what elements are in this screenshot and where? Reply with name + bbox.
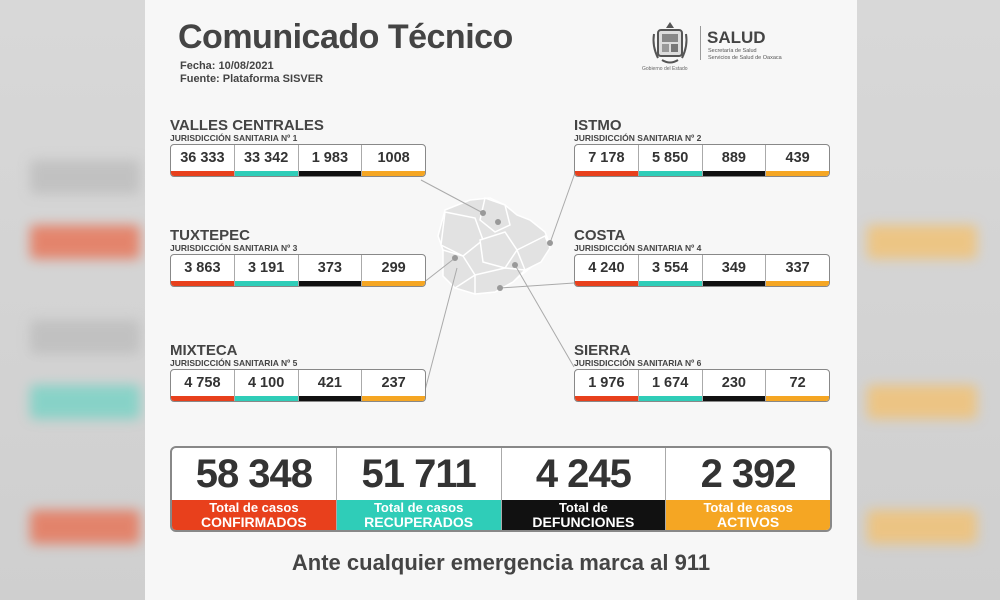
activos-value: 439: [766, 145, 829, 176]
region-jurisdiction: JURISDICCIÓN SANITARIA Nº 3: [170, 243, 298, 253]
region-istmo: ISTMO JURISDICCIÓN SANITARIA Nº 2 7 178 …: [574, 118, 830, 177]
region-sierra: SIERRA JURISDICCIÓN SANITARIA Nº 6 1 976…: [574, 343, 830, 402]
confirmados-value: 7 178: [575, 145, 639, 176]
region-jurisdiction: JURISDICCIÓN SANITARIA Nº 4: [574, 243, 702, 253]
region-jurisdiction: JURISDICCIÓN SANITARIA Nº 2: [574, 133, 702, 143]
defunciones-value: 1 983: [298, 145, 363, 176]
activos-value: 72: [766, 370, 829, 401]
total-defunciones: 4 245 Total de DEFUNCIONES: [501, 448, 667, 530]
activos-value: 237: [362, 370, 425, 401]
salud-logo-text: SALUD: [707, 28, 766, 47]
region-name: COSTA: [574, 227, 626, 244]
confirmados-value: 3 863: [171, 255, 235, 286]
total-value: 58 348: [195, 451, 313, 496]
government-caption: Gobierno del Estado: [642, 66, 688, 72]
total-label: Total de casos CONFIRMADOS: [172, 500, 336, 530]
recuperados-value: 3 191: [234, 255, 299, 286]
total-recuperados: 51 711 Total de casos RECUPERADOS: [336, 448, 502, 530]
region-name: VALLES CENTRALES: [170, 117, 324, 134]
total-label: Total de casos RECUPERADOS: [336, 500, 501, 530]
confirmados-value: 1 976: [575, 370, 639, 401]
region-valles-centrales: VALLES CENTRALES JURISDICCIÓN SANITARIA …: [170, 118, 426, 177]
region-mixteca: MIXTECA JURISDICCIÓN SANITARIA Nº 5 4 75…: [170, 343, 426, 402]
report-date: Fecha: 10/08/2021: [180, 60, 274, 72]
region-name: MIXTECA: [170, 342, 238, 359]
region-costa: COSTA JURISDICCIÓN SANITARIA Nº 4 4 240 …: [574, 228, 830, 287]
blurred-background-left: [0, 0, 145, 600]
activos-value: 299: [362, 255, 425, 286]
recuperados-value: 5 850: [638, 145, 703, 176]
region-name: SIERRA: [574, 342, 631, 359]
report-source: Fuente: Plataforma SISVER: [180, 73, 324, 85]
defunciones-value: 349: [702, 255, 767, 286]
total-value: 2 392: [700, 451, 797, 496]
recuperados-value: 3 554: [638, 255, 703, 286]
blurred-background-right: [857, 0, 1000, 600]
total-label: Total de DEFUNCIONES: [501, 500, 666, 530]
confirmados-value: 4 240: [575, 255, 639, 286]
region-jurisdiction: JURISDICCIÓN SANITARIA Nº 1: [170, 133, 298, 143]
total-confirmados: 58 348 Total de casos CONFIRMADOS: [172, 448, 337, 530]
defunciones-value: 421: [298, 370, 363, 401]
total-value: 4 245: [535, 451, 632, 496]
oaxaca-region-map: [420, 169, 577, 399]
confirmados-value: 36 333: [171, 145, 235, 176]
total-value: 51 711: [361, 451, 477, 496]
recuperados-value: 33 342: [234, 145, 299, 176]
emergency-footer: Ante cualquier emergencia marca al 911: [291, 550, 711, 575]
activos-value: 337: [766, 255, 829, 286]
state-coat-of-arms-icon: [652, 22, 688, 64]
logo-divider: [700, 26, 701, 60]
salud-subtitle: Secretaría de Salud Servicios de Salud d…: [708, 48, 782, 61]
region-tuxtepec: TUXTEPEC JURISDICCIÓN SANITARIA Nº 3 3 8…: [170, 228, 426, 287]
region-name: TUXTEPEC: [170, 227, 251, 244]
recuperados-value: 1 674: [638, 370, 703, 401]
region-jurisdiction: JURISDICCIÓN SANITARIA Nº 5: [170, 358, 298, 368]
state-totals: 58 348 Total de casos CONFIRMADOS 51 711 …: [170, 446, 832, 532]
defunciones-value: 373: [298, 255, 363, 286]
page-title: Comunicado Técnico: [178, 18, 513, 56]
total-label: Total de casos ACTIVOS: [666, 500, 830, 530]
defunciones-value: 889: [702, 145, 767, 176]
total-activos: 2 392 Total de casos ACTIVOS: [666, 448, 830, 530]
defunciones-value: 230: [702, 370, 767, 401]
bulletin-sheet: Comunicado Técnico Fecha: 10/08/2021 Fue…: [145, 0, 857, 600]
region-jurisdiction: JURISDICCIÓN SANITARIA Nº 6: [574, 358, 702, 368]
recuperados-value: 4 100: [234, 370, 299, 401]
confirmados-value: 4 758: [171, 370, 235, 401]
activos-value: 1008: [362, 145, 425, 176]
region-name: ISTMO: [574, 117, 622, 134]
